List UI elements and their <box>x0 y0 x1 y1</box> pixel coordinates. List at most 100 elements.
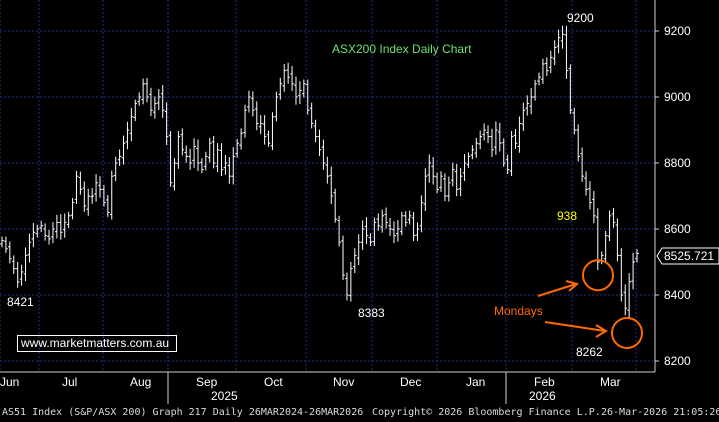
ohlc-bar <box>419 195 424 233</box>
ohlc-bar <box>364 217 369 244</box>
high-label: 9200 <box>567 11 594 25</box>
footer-timestamp: 26-Mar-2026 21:05:26 <box>601 407 719 418</box>
ohlc-bar <box>125 121 130 150</box>
ohlc-bar <box>458 167 463 197</box>
ohlc-bar <box>74 170 79 205</box>
ohlc-bar <box>305 79 310 115</box>
ohlc-bar <box>58 214 63 240</box>
ohlc-bar <box>31 223 36 248</box>
ohlc-bar <box>180 128 185 156</box>
ohlc-bar <box>192 138 196 168</box>
ohlc-bar <box>184 145 189 163</box>
footer-copyright: Copyright© 2026 Bloomberg Finance L.P. <box>372 407 601 418</box>
ohlc-bar <box>19 264 24 286</box>
ohlc-bar <box>580 147 584 182</box>
ohlc-bar <box>149 87 153 117</box>
ohlc-bar <box>333 188 337 223</box>
ohlc-bar <box>513 129 518 149</box>
ohlc-bar <box>635 249 639 263</box>
ohlc-bar <box>388 218 392 236</box>
ohlc-bar <box>39 220 43 233</box>
ohlc-bar <box>521 102 526 131</box>
ohlc-bar <box>274 91 279 122</box>
ohlc-bar <box>431 157 435 185</box>
ohlc-bar <box>317 129 322 157</box>
ohlc-bar <box>454 163 459 197</box>
ohlc-bar <box>439 171 443 192</box>
ohlc-bar <box>231 147 236 185</box>
footer-security: AS51 Index (S&P/ASX 200) Graph 217 Daily… <box>2 407 364 418</box>
ohlc-bar <box>129 107 134 142</box>
ohlc-bar <box>376 213 381 231</box>
ohlc-bar <box>302 79 306 98</box>
ohlc-bar <box>102 185 106 207</box>
ohlc-bar <box>168 130 173 187</box>
ohlc-bar <box>313 119 318 143</box>
last-price-label: 8525.721 <box>664 249 714 263</box>
ohlc-bar <box>211 135 216 169</box>
y-tick-label: 8400 <box>664 288 691 302</box>
last-price-tag: 8525.721 <box>656 247 719 265</box>
ohlc-bar <box>278 77 283 100</box>
ohlc-bar <box>121 135 126 165</box>
ohlc-bar <box>411 211 416 241</box>
ohlc-bar <box>517 116 522 153</box>
ohlc-bar <box>160 85 165 118</box>
ohlc-bar <box>349 262 353 302</box>
ohlc-bar <box>27 233 32 263</box>
ohlc-bar <box>215 143 220 173</box>
ohlc-bar <box>603 230 608 263</box>
x-tick-label: Oct <box>264 375 283 389</box>
x-tick-label: Jul <box>62 375 77 389</box>
ohlc-bar <box>137 92 141 106</box>
ohlc-bar <box>474 137 479 158</box>
ohlc-bar <box>607 210 612 242</box>
mondays-label: Mondays <box>494 304 543 318</box>
ohlc-bar <box>239 128 243 150</box>
ohlc-bar <box>223 155 228 175</box>
monday-circle <box>582 259 614 292</box>
y-tick-label: 9000 <box>664 90 691 104</box>
ohlc-bar <box>478 130 483 150</box>
ohlc-bar <box>435 172 439 194</box>
ohlc-bar <box>509 130 514 176</box>
ohlc-bar <box>415 222 420 241</box>
footer-bar: AS51 Index (S&P/ASX 200) Graph 217 Daily… <box>0 404 719 422</box>
ohlc-bar <box>470 145 475 160</box>
ohlc-bar <box>290 65 294 91</box>
ohlc-bars <box>0 25 639 318</box>
ohlc-bar <box>90 188 94 204</box>
ohlc-bar <box>576 124 581 162</box>
ohlc-bar <box>109 170 114 220</box>
ohlc-bar <box>572 107 577 135</box>
ohlc-bar <box>94 174 98 202</box>
ohlc-bar <box>200 158 204 174</box>
ohlc-bar <box>153 96 157 119</box>
ohlc-bar <box>360 220 365 250</box>
ohlc-bar <box>337 215 341 247</box>
ohlc-bar <box>356 234 361 266</box>
mondays-arrow-2 <box>544 321 608 338</box>
ohlc-bar <box>592 191 596 224</box>
watermark-url: www.marketmatters.com.au <box>17 335 177 352</box>
ohlc-bar <box>70 197 75 220</box>
ohlc-bar <box>548 50 553 74</box>
low-label-mar: 8262 <box>576 345 603 359</box>
ohlc-bar <box>611 207 616 228</box>
ohlc-bar <box>498 122 502 152</box>
monday-circle <box>611 316 643 349</box>
year-label: 2026 <box>529 389 556 403</box>
y-axis: 9200 9000 8800 8600 8400 8200 <box>655 24 691 368</box>
level-label: 938 <box>557 209 577 223</box>
y-tick-label: 8200 <box>664 354 691 368</box>
ohlc-bar <box>207 137 212 163</box>
chart-title: ASX200 Index Daily Chart <box>332 42 472 56</box>
ohlc-bar <box>164 102 169 145</box>
ohlc-bar <box>482 123 486 141</box>
ohlc-bar <box>403 211 408 227</box>
ohlc-bar <box>447 176 451 202</box>
ohlc-bar <box>247 90 251 113</box>
ohlc-bar <box>235 138 239 158</box>
ohlc-bar <box>227 157 232 184</box>
ohlc-bar <box>176 130 181 169</box>
